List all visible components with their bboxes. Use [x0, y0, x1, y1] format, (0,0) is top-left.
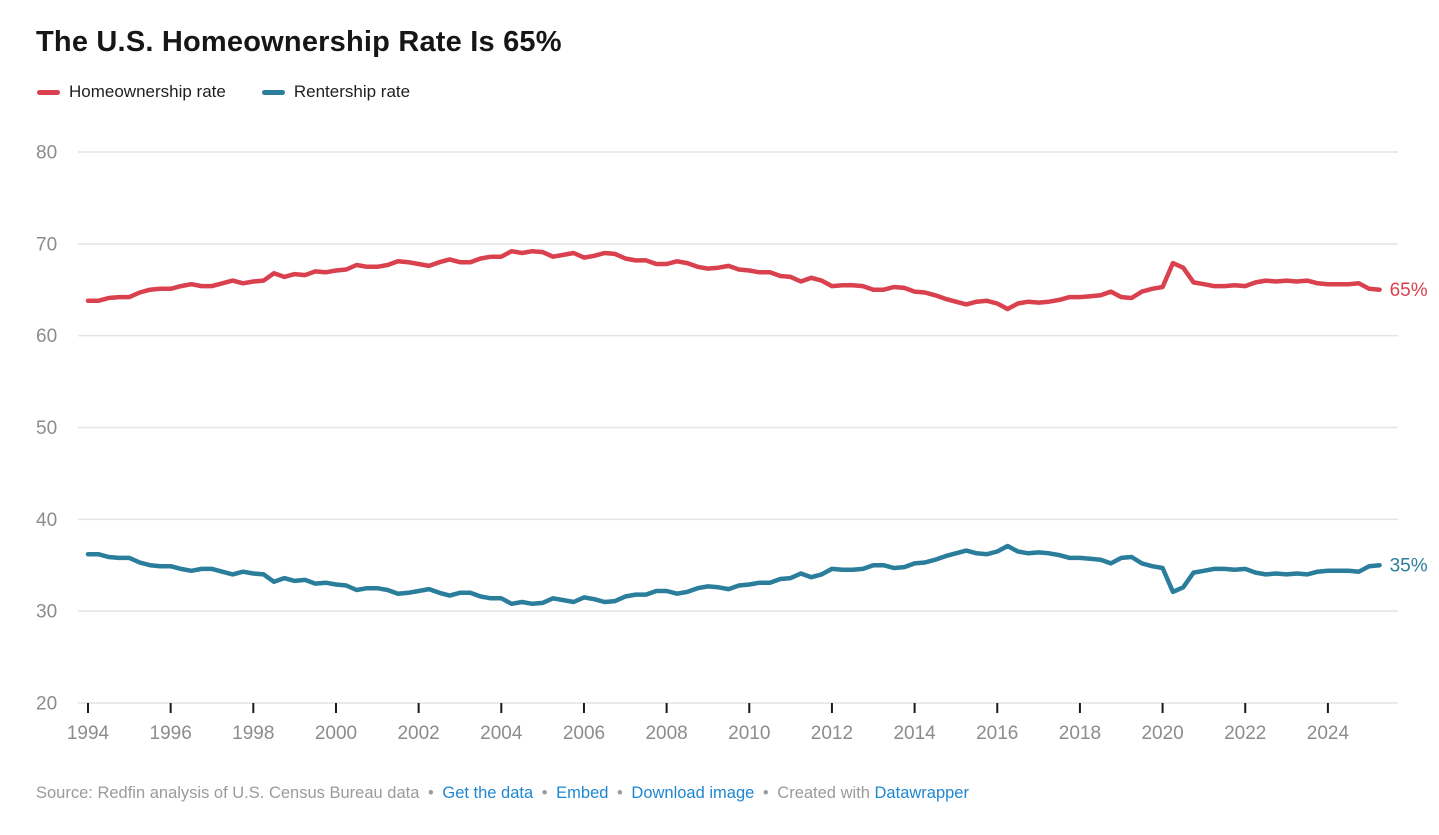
x-axis-label-2024: 2024 [1307, 723, 1350, 744]
x-axis-label-2002: 2002 [397, 723, 439, 744]
line-chart: 80 70 60 50 40 30 20 1994 1996 1998 2000 2002 2004 20… [36, 143, 1428, 745]
x-axis-label-2006: 2006 [563, 723, 605, 744]
x-axis-label-2020: 2020 [1141, 723, 1183, 744]
x-axis-label-1998: 1998 [232, 723, 274, 744]
y-axis-label-50: 50 [36, 418, 57, 439]
created-with-text: Created with [777, 784, 870, 802]
x-axis-label-2004: 2004 [480, 723, 523, 744]
homeownership-end-label: 65% [1390, 280, 1428, 301]
y-axis-label-40: 40 [36, 510, 57, 531]
y-axis-label-80: 80 [36, 143, 57, 164]
x-axis-label-2016: 2016 [976, 723, 1018, 744]
y-axis-label-70: 70 [36, 234, 57, 255]
chart-footer: Source: Redfin analysis of U.S. Census B… [36, 784, 1403, 803]
x-axis-label-2018: 2018 [1059, 723, 1101, 744]
x-axis-label-2012: 2012 [811, 723, 853, 744]
x-axis-label-2008: 2008 [645, 723, 687, 744]
y-axis-label-60: 60 [36, 326, 57, 347]
legend-label-rentership: Rentership rate [293, 82, 411, 101]
rentership-line-swatch-icon [261, 89, 285, 95]
download-image-link[interactable]: Download image [631, 784, 755, 802]
x-axis-label-1996: 1996 [150, 723, 192, 744]
homeownership-line[interactable] [85, 248, 1382, 312]
footer-separator: • [427, 784, 434, 802]
source-text: Source: Redfin analysis of U.S. Census B… [36, 784, 420, 802]
embed-link[interactable]: Embed [556, 784, 609, 802]
legend-label-homeownership: Homeownership rate [69, 82, 226, 101]
chart-title: The U.S. Homeownership Rate Is 65% [36, 26, 562, 58]
x-axis-label-2010: 2010 [728, 723, 770, 744]
rentership-end-label: 35% [1390, 556, 1428, 577]
x-axis-label-1994: 1994 [67, 723, 110, 744]
x-axis-label-2022: 2022 [1224, 723, 1266, 744]
datawrapper-link[interactable]: Datawrapper [874, 784, 969, 802]
get-the-data-link[interactable]: Get the data [442, 784, 534, 802]
y-axis-label-30: 30 [36, 602, 57, 623]
y-axis-label-20: 20 [36, 693, 57, 714]
footer-separator: • [617, 784, 623, 802]
homeownership-line-swatch-icon [37, 89, 60, 95]
legend: Homeownership rate Rentership rate [37, 82, 1439, 102]
rentership-line[interactable] [85, 543, 1382, 607]
footer-separator: • [762, 784, 769, 802]
x-axis-label-2014: 2014 [893, 723, 936, 744]
footer-separator: • [541, 784, 548, 802]
x-axis-label-2000: 2000 [315, 723, 357, 744]
legend-item-rentership: Rentership rate [261, 82, 411, 102]
legend-item-homeownership: Homeownership rate [37, 82, 226, 102]
